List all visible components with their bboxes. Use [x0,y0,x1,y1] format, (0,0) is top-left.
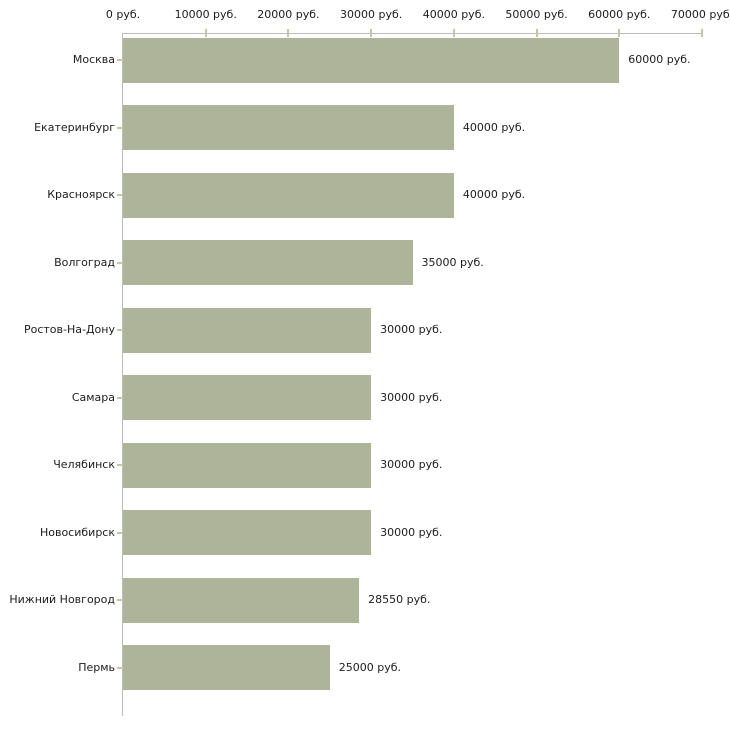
y-axis-tick-mark [117,396,123,399]
x-axis-tick-label: 30000 руб. [340,8,403,21]
x-axis-tick-mark [618,29,621,37]
chart-row: Екатеринбург 40000 руб. [0,105,730,151]
x-axis-tick-mark [287,29,290,37]
chart-row: Волгоград 35000 руб. [0,240,730,286]
category-label: Екатеринбург [34,120,115,134]
value-label: 40000 руб. [462,120,526,134]
value-label: 30000 руб. [380,458,443,472]
chart-row: Нижний Новгород 28550 руб. [0,577,730,623]
y-axis-tick-mark [117,194,123,197]
chart-row: Красноярск 40000 руб. [0,172,730,218]
category-label: Москва [72,53,115,66]
chart-row: Москва 60000 руб. [0,37,730,83]
category-label: Красноярск [47,188,115,202]
bar [123,172,454,218]
value-label: 30000 руб. [380,525,443,539]
x-axis-line [123,33,703,34]
x-axis-tick-label: 10000 руб. [174,8,237,21]
x-axis-tick-mark [204,29,207,37]
y-axis-tick-mark [117,261,123,264]
value-label: 28550 руб. [368,593,431,607]
value-label: 30000 руб. [380,323,443,337]
x-axis-tick-label: 50000 руб. [505,8,568,21]
bar [123,577,360,623]
chart-row: Пермь 25000 руб. [0,645,730,691]
x-axis-tick-mark [370,29,373,37]
bar [123,645,330,691]
value-label: 60000 руб. [628,53,691,66]
x-axis-tick-mark [701,29,703,37]
category-label: Ростов-На-Дону [23,323,115,337]
x-axis-tick-label: 60000 руб. [588,8,651,21]
x-axis-tick-mark [452,29,455,37]
category-label: Челябинск [53,458,115,472]
bar [123,37,620,83]
x-axis-tick-mark [535,29,538,37]
category-label: Новосибирск [39,525,115,539]
y-axis-tick-mark [117,59,123,61]
category-label: Волгоград [54,255,115,269]
bar [123,105,454,151]
bar [123,510,372,556]
chart-row: Ростов-На-Дону 30000 руб. [0,307,730,353]
value-label: 30000 руб. [380,390,443,404]
x-axis-tick-label: 70000 руб. [670,8,730,21]
bar [123,240,413,286]
y-axis-tick-mark [117,126,123,129]
y-axis-tick-mark [117,599,123,602]
x-axis-tick-label: 40000 руб. [422,8,485,21]
bar [123,307,372,353]
category-label: Нижний Новгород [9,593,115,607]
y-axis-tick-mark [117,464,123,467]
category-label: Самара [71,390,115,404]
chart-row: Челябинск 30000 руб. [0,442,730,488]
value-label: 40000 руб. [462,188,526,202]
value-label: 25000 руб. [338,660,402,674]
chart-row: Самара 30000 руб. [0,375,730,421]
y-axis-tick-mark [117,666,123,669]
chart-row: Новосибирск 30000 руб. [0,510,730,556]
y-axis-line [122,33,123,716]
bar [123,375,372,421]
x-axis-tick-label: 0 руб. [105,8,141,21]
y-axis-tick-mark [117,329,123,332]
x-axis-tick-label: 20000 руб. [257,8,320,21]
category-label: Пермь [78,660,115,674]
bar [123,442,372,488]
value-label: 35000 руб. [421,255,484,269]
y-axis-tick-mark [117,531,123,534]
